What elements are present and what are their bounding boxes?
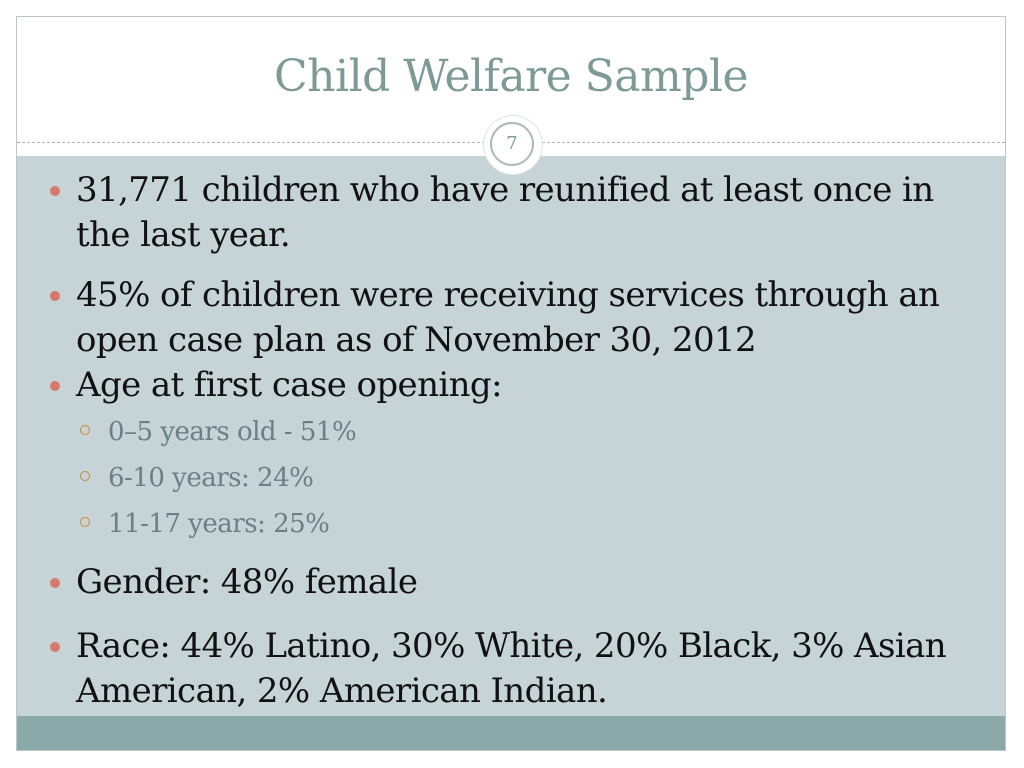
content-panel	[17, 156, 1005, 716]
sub-bullet-ring-icon	[80, 517, 90, 527]
bullet-text: Gender: 48% female	[76, 562, 418, 602]
sub-bullet-item: 11-17 years: 25%	[46, 502, 966, 546]
sub-bullet-text: 6-10 years: 24%	[108, 463, 314, 493]
bullet-item: 45% of children were receiving services …	[46, 273, 966, 363]
sub-bullet-text: 11-17 years: 25%	[108, 509, 330, 539]
bullet-dot-icon	[50, 642, 60, 652]
page-number-badge: 7	[484, 116, 542, 174]
bullet-dot-icon	[50, 291, 60, 301]
slide-title: Child Welfare Sample	[274, 51, 749, 102]
bullet-item: Gender: 48% female	[46, 560, 966, 605]
bullet-text: Race: 44% Latino, 30% White, 20% Black, …	[76, 626, 947, 711]
page-number: 7	[490, 122, 534, 166]
bullet-list: 31,771 children who have reunified at le…	[46, 168, 966, 714]
sub-bullet-text: 0–5 years old - 51%	[108, 417, 357, 447]
sub-bullet-ring-icon	[80, 471, 90, 481]
sub-bullet-ring-icon	[80, 425, 90, 435]
bullet-item: Age at first case opening:	[46, 363, 966, 408]
footer-band	[17, 716, 1005, 750]
bullet-item: Race: 44% Latino, 30% White, 20% Black, …	[46, 624, 966, 714]
bullet-text: 31,771 children who have reunified at le…	[76, 170, 934, 255]
slide: Child Welfare Sample 7	[16, 16, 1006, 751]
bullet-text: Age at first case opening:	[76, 365, 503, 405]
sub-bullet-item: 6-10 years: 24%	[46, 456, 966, 500]
bullet-item: 31,771 children who have reunified at le…	[46, 168, 966, 258]
bullet-dot-icon	[50, 186, 60, 196]
bullet-dot-icon	[50, 381, 60, 391]
bullet-text: 45% of children were receiving services …	[76, 275, 940, 360]
bullet-dot-icon	[50, 578, 60, 588]
sub-bullet-item: 0–5 years old - 51%	[46, 410, 966, 454]
